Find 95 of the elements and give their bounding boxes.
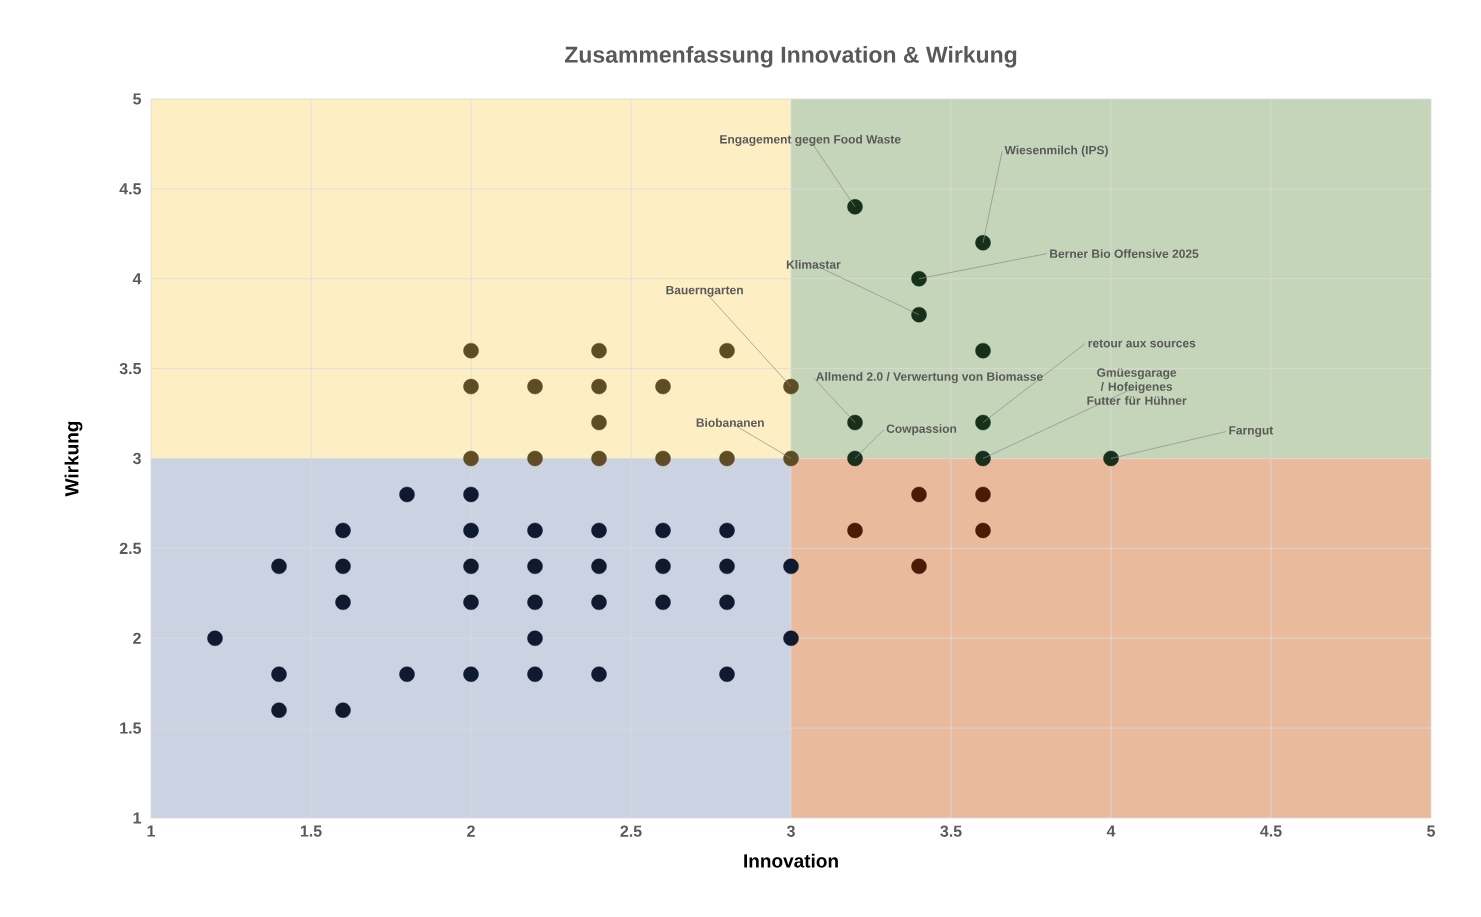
annotation: Engagement gegen Food Waste xyxy=(720,134,901,146)
point xyxy=(847,414,863,431)
point xyxy=(463,378,479,395)
point xyxy=(463,450,479,467)
x-tick-label: 1.5 xyxy=(300,825,322,837)
point xyxy=(975,486,991,503)
annotation: Berner Bio Offensive 2025 xyxy=(1050,249,1199,258)
point xyxy=(335,558,351,575)
point xyxy=(975,450,991,467)
point xyxy=(847,522,863,539)
y-tick-label: 3 xyxy=(132,452,141,465)
point xyxy=(719,594,735,610)
point xyxy=(975,414,991,431)
point xyxy=(911,486,927,503)
point xyxy=(591,666,607,682)
point xyxy=(399,666,415,682)
point xyxy=(591,594,607,610)
point xyxy=(783,630,799,646)
point xyxy=(271,558,287,575)
point xyxy=(335,702,351,718)
y-tick-label: 3.5 xyxy=(119,362,142,375)
x-tick-label: 3.5 xyxy=(940,825,962,837)
point xyxy=(783,450,799,467)
point xyxy=(463,558,479,575)
point xyxy=(975,342,991,359)
point xyxy=(1103,450,1119,467)
point xyxy=(463,522,479,539)
x-tick-label: 3 xyxy=(786,825,795,837)
x-tick-label: 4 xyxy=(1106,825,1116,837)
point xyxy=(655,450,671,467)
annotation: retour aux sources xyxy=(1088,339,1196,348)
point xyxy=(655,558,671,575)
point xyxy=(399,486,415,503)
annotation: Klimastar xyxy=(786,259,841,269)
point xyxy=(527,558,543,575)
annotation: Cowpassion xyxy=(886,424,957,436)
point xyxy=(655,594,671,610)
point xyxy=(655,378,671,395)
point xyxy=(591,450,607,467)
point xyxy=(463,594,479,610)
point xyxy=(527,594,543,610)
x-tick-label: 1 xyxy=(147,825,155,837)
x-tick-label: 5 xyxy=(1427,825,1436,837)
x-tick-label: 2.5 xyxy=(620,825,642,837)
point xyxy=(335,594,351,610)
point xyxy=(911,307,927,323)
point xyxy=(847,199,863,215)
annotation: Bauerngarten xyxy=(666,285,743,297)
point xyxy=(783,558,799,575)
annotation: Gmüesgarage / Hofeigenes Futter für Hühner xyxy=(1087,368,1187,405)
point xyxy=(975,235,991,251)
point xyxy=(527,378,543,395)
point xyxy=(335,522,351,539)
y-axis-title: Wirkung xyxy=(64,421,83,497)
x-axis-title: Innovation xyxy=(744,853,838,868)
point xyxy=(527,630,543,646)
point xyxy=(463,342,479,359)
y-tick-label: 4.5 xyxy=(119,183,142,195)
point xyxy=(847,450,863,467)
x-tick-label: 4.5 xyxy=(1260,825,1282,837)
point xyxy=(719,666,735,682)
chart-title: Zusammenfassung Innovation & Wirkung xyxy=(564,45,1017,68)
point xyxy=(591,378,607,395)
y-tick-label: 5 xyxy=(133,93,142,105)
point xyxy=(527,666,543,682)
point xyxy=(655,522,671,539)
point xyxy=(591,414,607,431)
point xyxy=(207,630,223,646)
point xyxy=(783,378,799,395)
y-tick-label: 2 xyxy=(133,632,141,644)
point xyxy=(271,702,287,718)
annotation: Wiesenmilch (IPS) xyxy=(1004,145,1108,157)
point xyxy=(975,522,991,539)
point xyxy=(719,342,735,359)
point xyxy=(911,271,927,287)
point xyxy=(527,450,543,467)
point xyxy=(911,558,927,575)
annotation: Biobananen xyxy=(696,418,764,427)
y-tick-label: 4 xyxy=(132,273,142,285)
y-tick-label: 1.5 xyxy=(120,722,142,734)
point xyxy=(591,522,607,539)
y-tick-label: 1 xyxy=(133,812,142,824)
annotation: Allmend 2.0 / Verwertung von Biomasse xyxy=(816,371,1043,384)
point xyxy=(719,450,735,467)
y-tick-label: 2.5 xyxy=(119,542,142,555)
point xyxy=(719,522,735,539)
point xyxy=(463,486,479,503)
point xyxy=(271,666,287,682)
point xyxy=(463,666,479,682)
point xyxy=(591,558,607,575)
annotation: Farngut xyxy=(1229,426,1274,437)
point xyxy=(719,558,735,575)
point xyxy=(527,522,543,539)
x-tick-label: 2 xyxy=(467,825,475,837)
point xyxy=(591,342,607,359)
